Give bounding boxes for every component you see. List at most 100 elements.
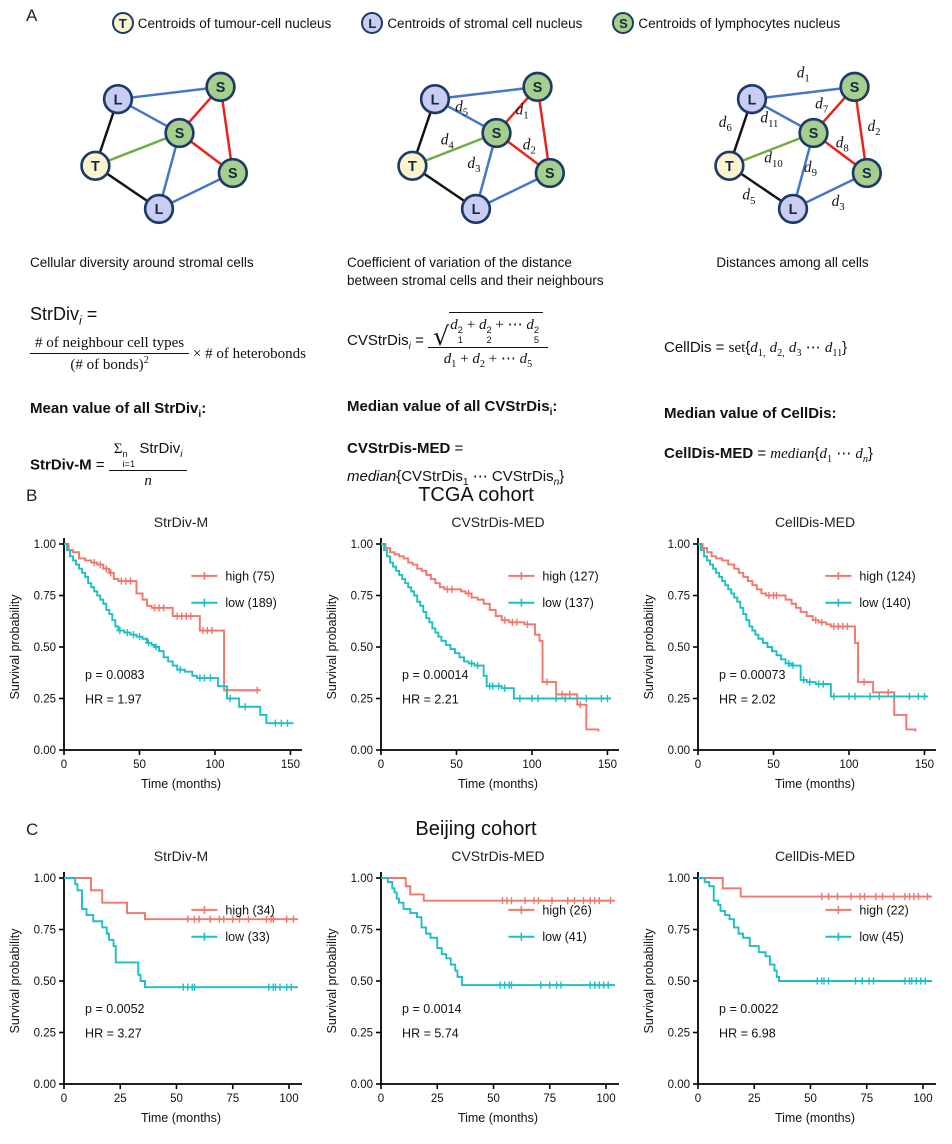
svg-text:0.50: 0.50 xyxy=(350,976,372,988)
svg-text:75: 75 xyxy=(860,1093,873,1105)
edge-L1-S1 xyxy=(117,85,221,101)
svg-text:S: S xyxy=(491,126,501,142)
svg-text:S: S xyxy=(228,166,238,182)
node-S2: S xyxy=(480,117,512,149)
node-T1: T xyxy=(713,150,745,181)
svg-text:1.00: 1.00 xyxy=(667,873,689,885)
svg-text:50: 50 xyxy=(487,1093,500,1105)
legend-low: low (189) xyxy=(190,596,276,610)
svg-text:25: 25 xyxy=(747,1093,760,1105)
node-L2: L xyxy=(143,193,174,225)
hazard-ratio-label: HR = 2.21 xyxy=(402,693,459,707)
formula-line-1-3: Mean value of all StrDivi: xyxy=(30,399,207,420)
formula-line-3-3: CellDis-MED = median{d1 ⋯ dn} xyxy=(664,445,874,465)
svg-text:S: S xyxy=(808,126,818,142)
svg-text:0.50: 0.50 xyxy=(33,642,55,654)
legend-item-L: L Centroids of stromal cell nucleus xyxy=(361,12,582,34)
legend-low: low (33) xyxy=(190,930,269,944)
svg-text:S: S xyxy=(862,166,872,182)
distance-label-d3: d3 xyxy=(831,193,844,213)
tcga-plots-row: StrDiv-M 0.00 0.25 0.50 0.75 1.00 0 50 100 150 Tim… xyxy=(0,514,952,804)
distance-label-d7: d7 xyxy=(815,95,829,115)
svg-text:0.00: 0.00 xyxy=(33,1079,55,1091)
legend-high: high (124) xyxy=(824,569,915,583)
node-L2: L xyxy=(460,193,491,225)
hazard-ratio-label: HR = 2.02 xyxy=(719,693,776,707)
svg-text:100: 100 xyxy=(596,1093,615,1105)
km-curve-low xyxy=(63,877,298,989)
svg-text:75: 75 xyxy=(543,1093,556,1105)
x-axis-label: Time (months) xyxy=(457,777,537,791)
svg-text:L: L xyxy=(154,202,163,218)
panel-b-label: B xyxy=(26,486,38,505)
legend-item-S: S Centroids of lymphocytes nucleus xyxy=(612,12,840,34)
legend-high: high (34) xyxy=(190,903,274,917)
svg-text:L: L xyxy=(747,92,756,108)
edge-L1-S1 xyxy=(751,85,855,101)
svg-text:25: 25 xyxy=(430,1093,443,1105)
svg-text:high (34): high (34) xyxy=(225,903,274,917)
distance-label-d5: d5 xyxy=(742,187,755,207)
plot-cell-B-StrDiv-M: StrDiv-M 0.00 0.25 0.50 0.75 1.00 0 50 100 150 Tim… xyxy=(0,514,317,804)
formula-block-3: CellDis = set{d1, d2, d3 ⋯ d11} Median va… xyxy=(634,338,951,465)
distance-label-d9: d9 xyxy=(803,159,816,179)
km-curve-low xyxy=(380,877,615,987)
svg-text:25: 25 xyxy=(113,1093,126,1105)
svg-text:T: T xyxy=(725,159,734,175)
svg-text:0.00: 0.00 xyxy=(350,1079,372,1091)
svg-text:low (189): low (189) xyxy=(225,596,276,610)
km-curve-high xyxy=(697,877,932,898)
svg-text:0.25: 0.25 xyxy=(350,694,372,706)
cell-network-diagram-1: L S S T S L xyxy=(79,71,248,225)
node-S1: S xyxy=(204,71,236,103)
x-axis-label: Time (months) xyxy=(774,777,854,791)
svg-text:150: 150 xyxy=(597,759,616,771)
svg-text:0.00: 0.00 xyxy=(350,745,372,757)
legend-high: high (22) xyxy=(824,903,908,917)
formula-line-3-2: Median value of CellDis: xyxy=(664,405,837,422)
formula-block-1: StrDivi = # of neighbour cell types (# of … xyxy=(0,304,317,490)
edge-L1-S1 xyxy=(434,85,538,101)
plot-title: CVStrDis-MED xyxy=(451,514,544,530)
cell-node-icon-T: T xyxy=(111,12,134,34)
panel-a-column-1: L S S T S L Cellular diversity around stromal … xyxy=(0,52,317,490)
svg-text:S: S xyxy=(532,80,542,96)
km-curve-high xyxy=(380,877,615,902)
svg-text:0: 0 xyxy=(60,1093,66,1105)
node-S2: S xyxy=(797,117,829,149)
svg-text:50: 50 xyxy=(133,759,146,771)
beijing-cohort-title: Beijing cohort xyxy=(415,818,537,840)
svg-text:0: 0 xyxy=(694,1093,700,1105)
cell-node-icon-L: L xyxy=(361,12,384,34)
plot-title: CVStrDis-MED xyxy=(451,848,544,864)
legend-item-label: Centroids of stromal cell nucleus xyxy=(387,15,583,31)
hazard-ratio-label: HR = 6.98 xyxy=(719,1027,776,1041)
x-axis-label: Time (months) xyxy=(140,777,220,791)
km-plot-C-CellDis-MED: CellDis-MED 0.00 0.25 0.50 0.75 1.00 0 25 50 75 10… xyxy=(642,848,936,1125)
plot-cell-C-StrDiv-M: StrDiv-M 0.00 0.25 0.50 0.75 1.00 0 25 50 75 100 Ti… xyxy=(0,848,317,1138)
svg-text:low (137): low (137) xyxy=(542,596,593,610)
node-L2: L xyxy=(777,193,808,225)
node-L1: L xyxy=(736,83,767,115)
distance-label-d1: d1 xyxy=(515,102,528,122)
svg-text:1.00: 1.00 xyxy=(33,539,55,551)
legend-item-label: Centroids of lymphocytes nucleus xyxy=(638,15,841,31)
svg-text:0.00: 0.00 xyxy=(667,1079,689,1091)
svg-text:high (26): high (26) xyxy=(542,903,591,917)
svg-text:50: 50 xyxy=(767,759,780,771)
node-T1: T xyxy=(79,150,111,181)
svg-text:1.00: 1.00 xyxy=(350,539,372,551)
svg-text:1.00: 1.00 xyxy=(667,539,689,551)
diagram-caption-1: Cellular diversity around stromal cells xyxy=(30,255,254,270)
hazard-ratio-label: HR = 5.74 xyxy=(402,1027,459,1041)
distance-label-d4: d4 xyxy=(440,131,454,151)
svg-text:100: 100 xyxy=(839,759,858,771)
node-T1: T xyxy=(396,150,428,181)
svg-text:S: S xyxy=(849,80,859,96)
